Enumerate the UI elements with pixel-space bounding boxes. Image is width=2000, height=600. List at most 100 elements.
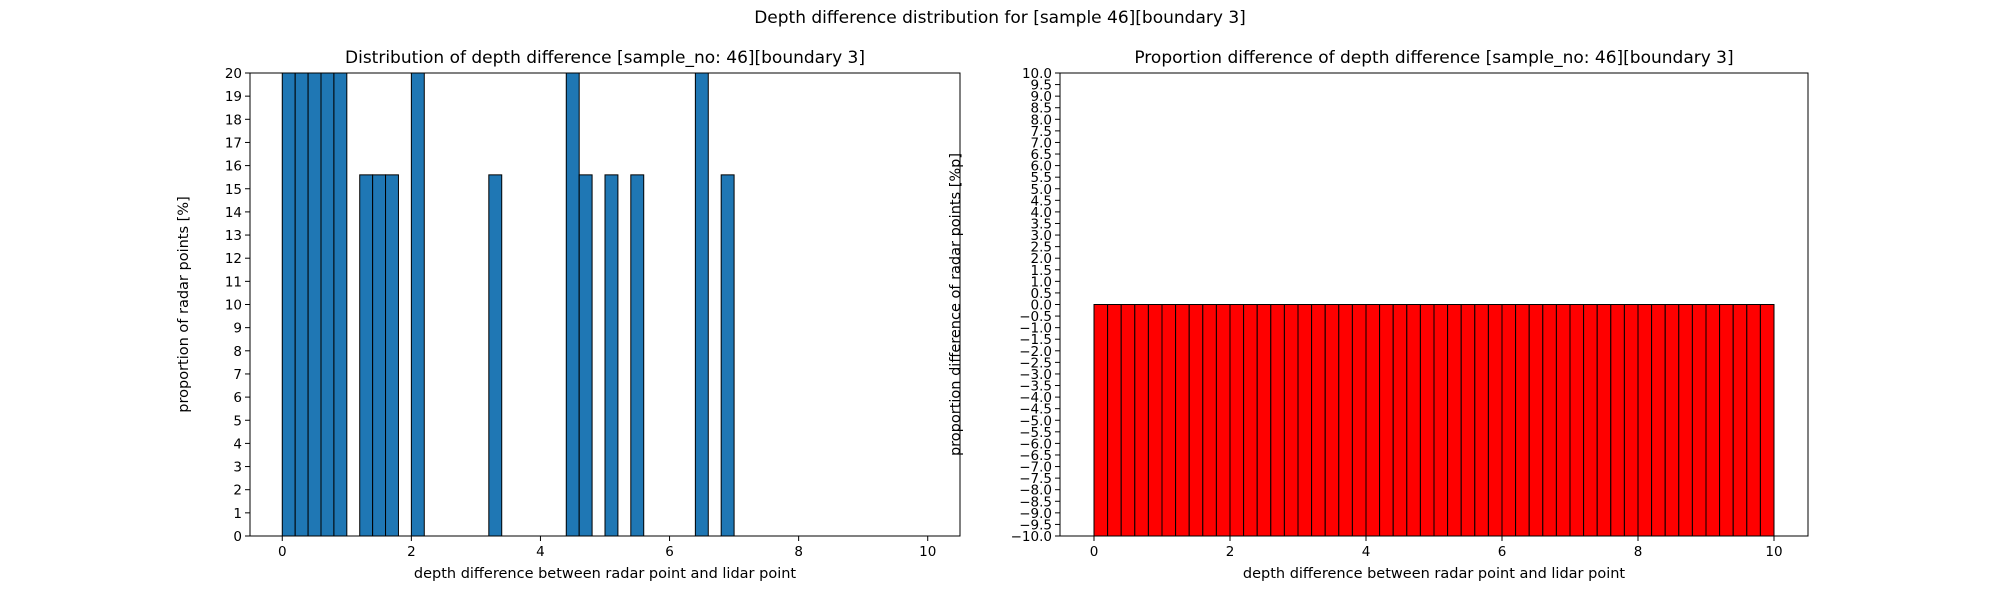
- chart2-bar: [1338, 304, 1353, 537]
- chart2-bar: [1705, 304, 1721, 537]
- chart1-bar: [359, 174, 374, 537]
- chart2-bar: [1651, 304, 1666, 537]
- chart2-ytick-label: −10.0: [1011, 529, 1052, 545]
- figure-suptitle: Depth difference distribution for [sampl…: [754, 8, 1246, 28]
- chart2-bar: [1161, 304, 1177, 537]
- chart2-ytick-label: 5.0: [1031, 182, 1052, 198]
- chart1-ytick-label: 0: [233, 529, 242, 545]
- chart2-bar: [1283, 304, 1299, 537]
- chart2-ytick-label: 7.0: [1031, 135, 1052, 151]
- chart1-bar: [333, 72, 348, 537]
- chart2-ytick-label: −1.0: [1019, 321, 1052, 337]
- chart2-xlabel: depth difference between radar point and…: [1243, 566, 1626, 582]
- chart2-bar: [1623, 304, 1639, 537]
- chart2-ytick-label: 5.5: [1031, 170, 1052, 186]
- chart2-ytick-label: −0.5: [1019, 309, 1052, 325]
- chart2-ytick-label: −9.0: [1019, 506, 1052, 522]
- chart1-ytick-label: 2: [233, 483, 242, 499]
- chart1-bar: [320, 72, 335, 537]
- chart2-bar: [1433, 304, 1449, 537]
- chart2-bar: [1515, 304, 1530, 537]
- chart2-bar: [1324, 304, 1340, 537]
- chart1-ytick-label: 12: [225, 251, 242, 267]
- chart2-xtick-label: 8: [1634, 544, 1643, 560]
- chart2-ylabel: proportion difference of radar points [%…: [948, 153, 964, 456]
- chart2-bar: [1719, 304, 1734, 537]
- chart1-ytick-label: 7: [233, 367, 242, 383]
- chart2-bar: [1311, 304, 1326, 537]
- chart1-ytick-label: 13: [225, 228, 242, 244]
- chart2-xtick-label: 6: [1498, 544, 1507, 560]
- chart1-bar: [372, 174, 387, 537]
- chart2-bar: [1460, 304, 1476, 537]
- chart2-bar: [1637, 304, 1653, 537]
- chart1-xtick-label: 8: [794, 544, 803, 560]
- chart2-xtick-label: 0: [1090, 544, 1099, 560]
- chart1-bar: [694, 72, 709, 537]
- chart2-ytick-label: 8.5: [1031, 101, 1052, 117]
- chart2-bar: [1732, 304, 1748, 537]
- chart1-bar: [294, 72, 309, 537]
- chart2-ytick-label: −5.0: [1019, 413, 1052, 429]
- chart2-ytick-label: 9.0: [1031, 89, 1052, 105]
- chart1-ytick-label: 18: [225, 112, 242, 128]
- chart2-bar: [1093, 304, 1109, 537]
- chart2-ytick-label: −4.5: [1019, 402, 1052, 418]
- chart2-xtick-label: 10: [1765, 544, 1782, 560]
- chart2-bar: [1746, 304, 1761, 537]
- chart2-ytick-label: 2.5: [1031, 240, 1052, 256]
- chart2-bar: [1134, 304, 1149, 537]
- chart1-ytick-label: 15: [225, 182, 242, 198]
- chart2-bar: [1487, 304, 1503, 537]
- chart2-bar: [1596, 304, 1612, 537]
- chart2-bar: [1542, 304, 1557, 537]
- chart2-bar: [1610, 304, 1625, 537]
- chart1-ytick-label: 16: [225, 159, 242, 175]
- chart2-ytick-label: 4.5: [1031, 193, 1052, 209]
- chart1-xtick-label: 4: [536, 544, 545, 560]
- chart2-bar: [1379, 304, 1394, 537]
- chart1-ytick-label: 11: [225, 274, 242, 290]
- chart2-bar: [1406, 304, 1421, 537]
- chart2-ytick-label: −5.5: [1019, 425, 1052, 441]
- chart2-bar: [1188, 304, 1204, 537]
- chart2-ytick-label: 0.0: [1031, 298, 1052, 314]
- chart2-ytick-label: 1.0: [1031, 274, 1052, 290]
- chart2-bar: [1229, 304, 1245, 537]
- chart1-ytick-label: 19: [225, 89, 242, 105]
- chart1-bar: [410, 72, 425, 537]
- chart1-ytick-label: 17: [225, 135, 242, 151]
- chart1-bar: [385, 174, 399, 537]
- chart2-bar: [1691, 304, 1707, 537]
- chart2-ytick-label: −7.0: [1019, 460, 1052, 476]
- chart1-bar: [488, 174, 503, 537]
- chart2-bar: [1147, 304, 1163, 537]
- chart2-ytick-label: −6.0: [1019, 436, 1052, 452]
- chart2-bar: [1569, 304, 1585, 537]
- chart1-ytick-label: 6: [233, 390, 242, 406]
- chart1-xtick-label: 10: [919, 544, 936, 560]
- chart2-ytick-label: −9.5: [1019, 517, 1052, 533]
- chart2-ytick-label: 0.5: [1031, 286, 1052, 302]
- chart2-bar: [1202, 304, 1217, 537]
- chart1-bar: [578, 174, 593, 537]
- chart2-ytick-label: 3.5: [1031, 216, 1052, 232]
- chart2-bar: [1270, 304, 1285, 537]
- chart2-ytick-label: 6.0: [1031, 159, 1052, 175]
- chart2-ytick-label: −6.5: [1019, 448, 1052, 464]
- chart2-bar: [1501, 304, 1517, 537]
- chart1-bar: [630, 174, 645, 537]
- chart1-ytick-label: 9: [233, 321, 242, 337]
- chart1-ytick-label: 4: [233, 436, 242, 452]
- chart1-xtick-label: 6: [665, 544, 674, 560]
- chart1-ylabel: proportion of radar points [%]: [176, 196, 192, 412]
- chart2-ytick-label: 9.5: [1031, 78, 1052, 94]
- chart2-title: Proportion difference of depth differenc…: [1134, 48, 1733, 68]
- chart2-ytick-label: −7.5: [1019, 471, 1052, 487]
- chart2-ytick-label: −1.5: [1019, 332, 1052, 348]
- chart1-ytick-label: 8: [233, 344, 242, 360]
- chart2-bar: [1528, 304, 1544, 537]
- chart1-ytick-label: 5: [233, 413, 242, 429]
